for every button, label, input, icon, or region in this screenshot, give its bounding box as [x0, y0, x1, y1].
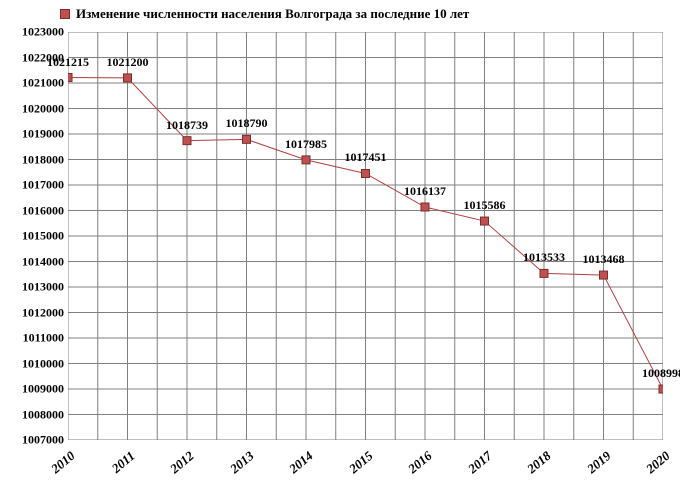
y-tick-label: 1008000 — [4, 407, 64, 422]
data-point-label: 1018739 — [166, 118, 208, 133]
x-tick-label: 2017 — [465, 448, 495, 477]
population-chart: Изменение численности населения Волгогра… — [0, 0, 680, 500]
x-tick-label: 2013 — [227, 448, 257, 477]
legend: Изменение численности населения Волгогра… — [60, 6, 469, 22]
x-tick-label: 2012 — [167, 448, 197, 477]
y-tick-label: 1014000 — [4, 254, 64, 269]
y-tick-label: 1020000 — [4, 101, 64, 116]
x-tick-label: 2018 — [524, 448, 554, 477]
data-point-label: 1017985 — [285, 137, 327, 152]
x-tick-label: 2015 — [346, 448, 376, 477]
y-tick-label: 1017000 — [4, 178, 64, 193]
y-tick-label: 1016000 — [4, 203, 64, 218]
y-tick-label: 1023000 — [4, 25, 64, 40]
y-tick-label: 1011000 — [4, 331, 64, 346]
y-tick-label: 1021000 — [4, 76, 64, 91]
y-tick-label: 1007000 — [4, 433, 64, 448]
y-tick-label: 1012000 — [4, 305, 64, 320]
y-tick-label: 1013000 — [4, 280, 64, 295]
data-point-label: 1015586 — [464, 198, 506, 213]
legend-label: Изменение численности населения Волгогра… — [76, 6, 469, 22]
x-tick-label: 2016 — [405, 448, 435, 477]
data-point-label: 1016137 — [404, 184, 446, 199]
y-tick-label: 1009000 — [4, 382, 64, 397]
y-tick-label: 1015000 — [4, 229, 64, 244]
data-point-label: 1008998 — [642, 366, 680, 381]
x-tick-label: 2014 — [286, 448, 316, 477]
data-point-label: 1013468 — [583, 252, 625, 267]
y-tick-label: 1010000 — [4, 356, 64, 371]
x-tick-label: 2011 — [108, 448, 138, 477]
y-tick-label: 1019000 — [4, 127, 64, 142]
chart-svg — [68, 32, 663, 440]
data-point-label: 1021215 — [47, 55, 89, 70]
data-point-label: 1013533 — [523, 250, 565, 265]
data-point-label: 1018790 — [226, 116, 268, 131]
x-tick-label: 2019 — [584, 448, 614, 477]
legend-marker-icon — [60, 9, 70, 19]
data-point-label: 1021200 — [107, 55, 149, 70]
data-point-label: 1017451 — [345, 150, 387, 165]
plot-area — [68, 32, 663, 440]
x-tick-label: 2010 — [48, 448, 78, 477]
y-tick-label: 1018000 — [4, 152, 64, 167]
x-tick-label: 2020 — [643, 448, 673, 477]
